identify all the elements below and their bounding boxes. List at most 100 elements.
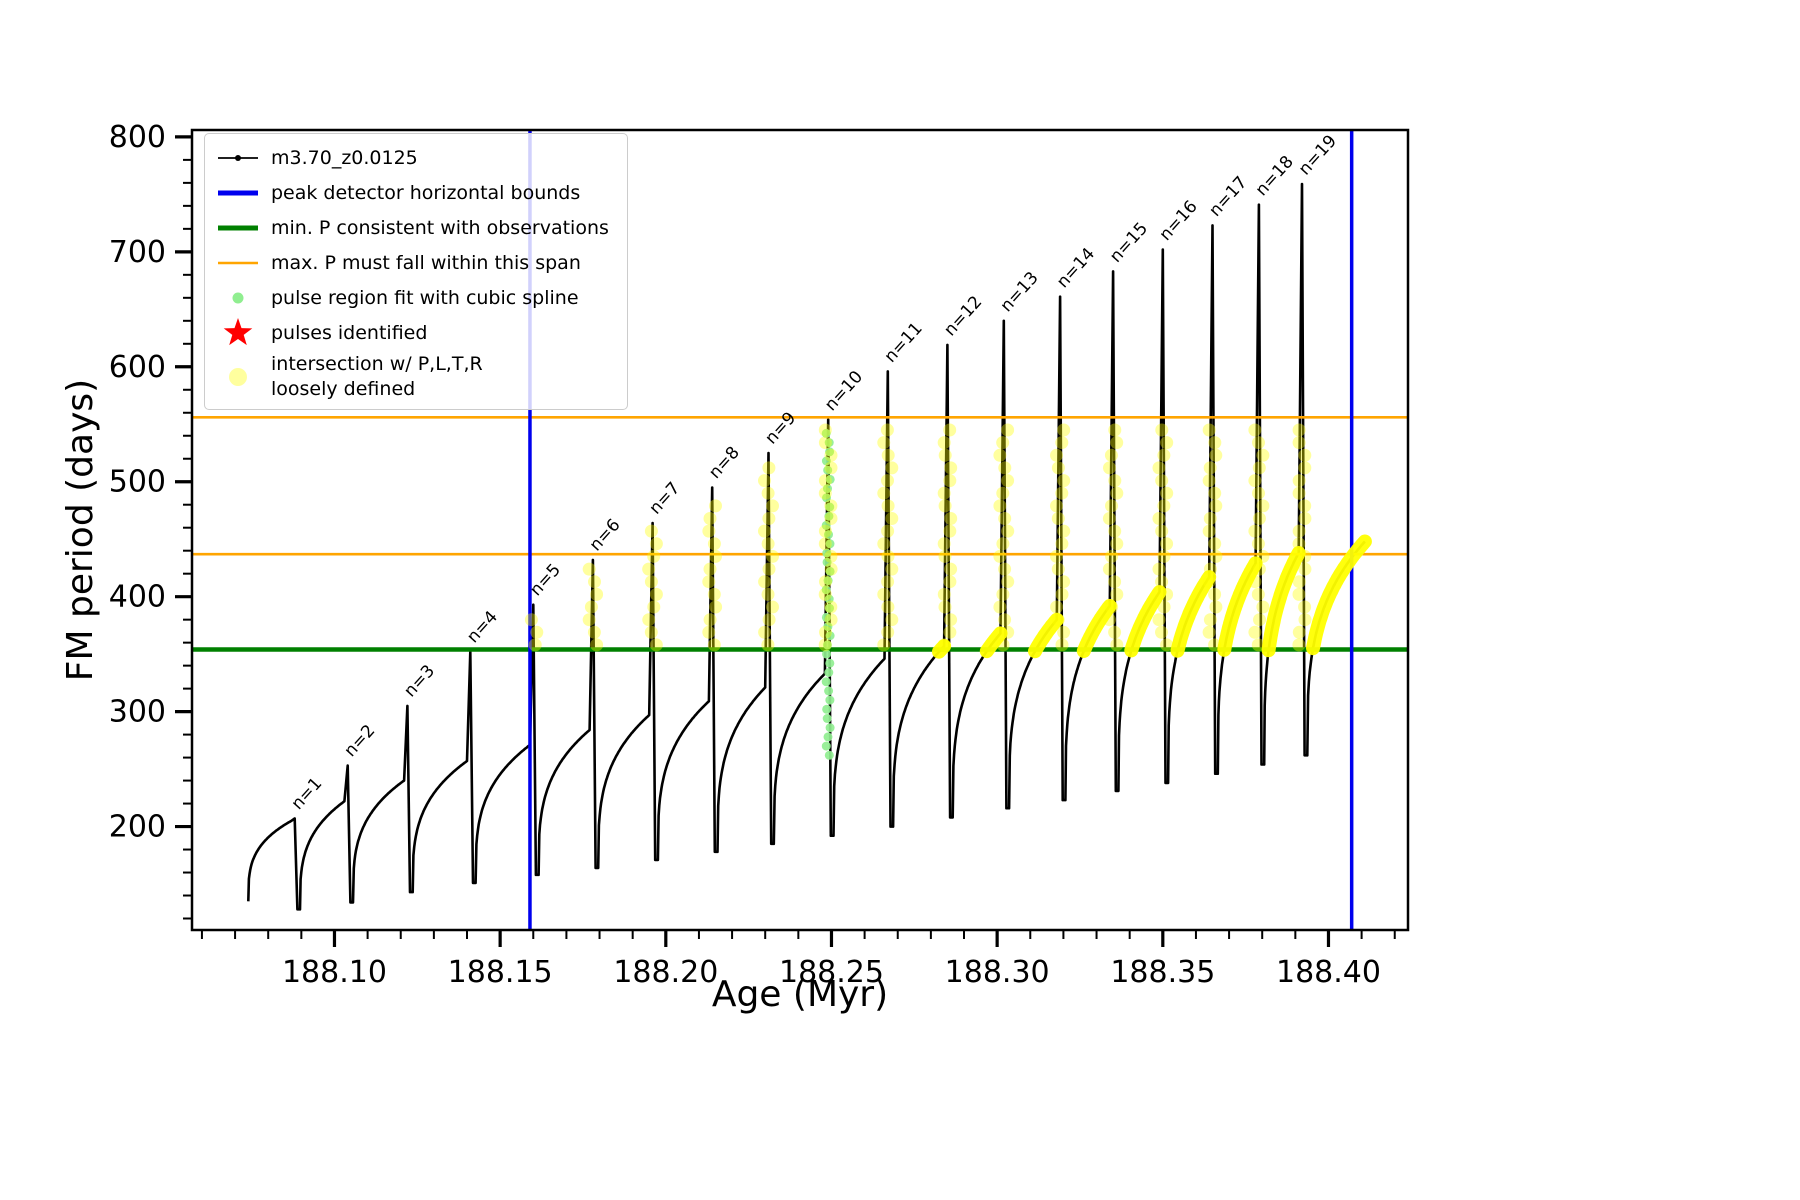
y-tick-label: 600 [109, 350, 166, 385]
intersection-dot [590, 638, 604, 652]
intersection-dot [881, 575, 895, 589]
intersection-dot [1104, 448, 1118, 462]
intersection-dot [993, 448, 1007, 462]
intersection-dot [943, 474, 957, 488]
intersection-dot [818, 423, 832, 437]
plot-frame [190, 128, 1410, 932]
intersection-dot [524, 613, 538, 627]
intersection-dot [642, 562, 656, 576]
intersection-dot [1160, 436, 1174, 450]
intersection-dot [1298, 461, 1312, 475]
intersection-dot [762, 461, 776, 475]
y-axis-title: FM period (days) [60, 379, 101, 681]
intersection-dot [877, 587, 891, 601]
intersection-dot [937, 486, 951, 500]
intersection-dot [1248, 575, 1262, 589]
intersection-dot [1292, 423, 1306, 437]
pulse-label: n=12 [940, 292, 986, 340]
intersection-dot [766, 499, 779, 513]
pulse-label: n=10 [821, 367, 867, 415]
intersection-dot [881, 524, 895, 538]
intersection-dot [1055, 587, 1069, 601]
spline-dot [825, 658, 835, 668]
intersection-dot [1203, 512, 1217, 525]
intersection-dot [1248, 423, 1262, 437]
intersection-dot [758, 625, 772, 639]
spline-dot [821, 585, 831, 595]
intersection-dot [1001, 423, 1015, 437]
pulse-label: n=4 [463, 607, 502, 647]
intersection-dot [644, 575, 658, 589]
intersection-dot [766, 549, 779, 563]
intersection-dot [1001, 474, 1015, 488]
intersection-dot [703, 562, 717, 576]
intersection-dot [885, 512, 899, 525]
intersection-dot [1252, 512, 1266, 525]
intersection-dot [1155, 423, 1169, 437]
dot-icon [215, 361, 261, 393]
intersection-dot [761, 537, 775, 551]
intersection-arc [1124, 585, 1167, 658]
spline-dot [822, 649, 832, 659]
spline-dot [823, 484, 832, 494]
intersection-arcs [932, 534, 1372, 659]
intersection-dot [1202, 423, 1216, 437]
plot-area [192, 130, 1408, 930]
intersection-dot [1051, 613, 1065, 627]
intersection-dot [644, 524, 658, 538]
intersection-dot [582, 613, 596, 627]
x-tick-label: 188.25 [779, 955, 884, 990]
intersection-dot [1155, 524, 1169, 538]
spline-dot [825, 539, 835, 549]
spline-dots [821, 428, 835, 760]
intersection-dot [1160, 638, 1174, 652]
pulse-label: n=13 [997, 268, 1043, 316]
intersection-dot [1292, 625, 1306, 639]
spline-dot [824, 750, 834, 760]
intersection-dot [998, 562, 1012, 576]
intersection-dot [1001, 524, 1015, 538]
intersection-dot [824, 448, 838, 462]
intersection-dot [1256, 499, 1270, 513]
legend-label: m3.70_z0.0125 [271, 146, 418, 169]
intersection-dot [1110, 638, 1124, 652]
intersection-dot [1160, 587, 1174, 601]
legend-label: max. P must fall within this span [271, 251, 581, 274]
y-tick-label: 800 [109, 120, 166, 155]
intersection-dot [824, 600, 838, 614]
intersection-dot [588, 575, 601, 589]
intersection-dot [1292, 436, 1306, 450]
intersection-dot [1202, 524, 1216, 538]
spline-dot [825, 566, 835, 576]
intersection-dot [1298, 512, 1312, 525]
intersection-dot [1108, 625, 1122, 639]
intersection-dot [877, 537, 891, 551]
line-icon [215, 142, 261, 174]
intersection-dot [1051, 512, 1065, 525]
pulse-label: n=6 [586, 515, 625, 555]
intersection-dot [881, 625, 895, 639]
intersection-dot [1292, 486, 1306, 500]
intersection-dot [1157, 549, 1171, 563]
intersection-dot [1157, 600, 1171, 614]
spline-dot [822, 704, 832, 714]
spline-dot [822, 493, 831, 503]
intersection-dot [1292, 474, 1306, 488]
spline-dot [825, 631, 835, 641]
intersection-dot [1055, 537, 1069, 551]
legend-label: pulses identified [271, 321, 428, 344]
intersection-dot [993, 600, 1007, 614]
spline-dot [823, 465, 833, 475]
intersection-dot [1152, 562, 1166, 576]
intersection-dot [1050, 448, 1063, 462]
intersection-dot [1202, 625, 1216, 639]
intersection-dot [824, 613, 838, 627]
pulse-label: n=19 [1295, 131, 1341, 179]
intersection-dot [818, 587, 832, 601]
intersection-dot [885, 461, 899, 475]
intersection-dot [1248, 474, 1262, 488]
intersection-dot [1292, 575, 1306, 589]
pulse-label: n=18 [1252, 152, 1298, 200]
intersection-dot [1103, 461, 1116, 475]
intersection-dot [885, 613, 899, 627]
